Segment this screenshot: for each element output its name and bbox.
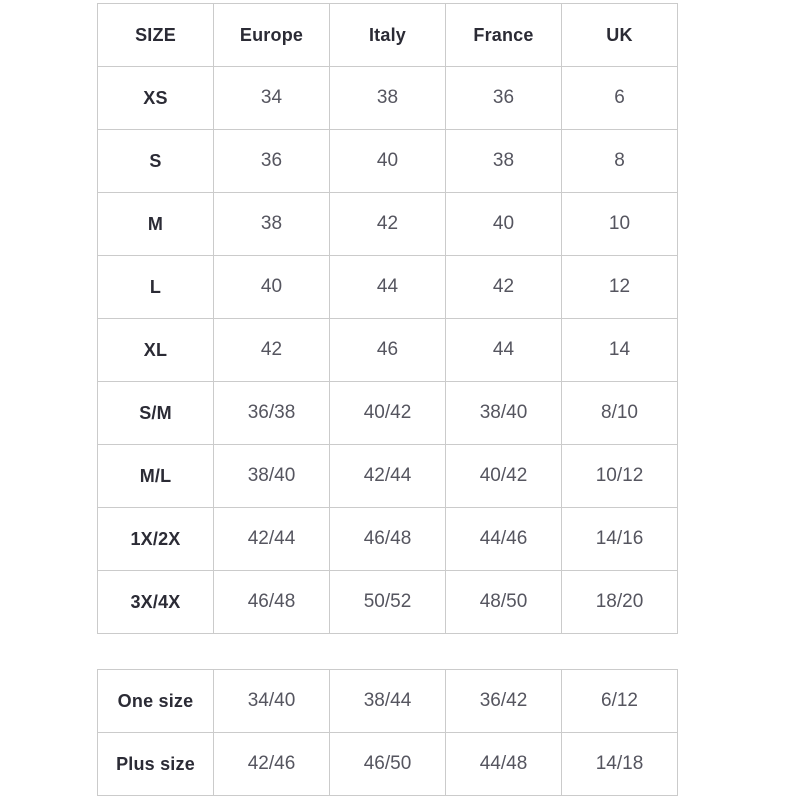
size-value-italy: 46/50 (329, 732, 446, 796)
size-value-italy: 38 (329, 66, 446, 130)
size-value-france: 38 (445, 129, 562, 193)
size-row-3x4x: 3X/4X 46/48 50/52 48/50 18/20 (97, 570, 678, 634)
size-label: XS (97, 66, 214, 130)
size-value-europe: 42 (213, 318, 330, 382)
size-value-uk: 12 (561, 255, 678, 319)
size-value-uk: 14/18 (561, 732, 678, 796)
size-label: XL (97, 318, 214, 382)
size-value-france: 36/42 (445, 669, 562, 733)
size-value-france: 42 (445, 255, 562, 319)
size-value-italy: 44 (329, 255, 446, 319)
size-row-l: L 40 44 42 12 (97, 255, 678, 319)
size-value-uk: 18/20 (561, 570, 678, 634)
size-row-xl: XL 42 46 44 14 (97, 318, 678, 382)
size-value-uk: 10 (561, 192, 678, 256)
size-row-ml: M/L 38/40 42/44 40/42 10/12 (97, 444, 678, 508)
size-value-uk: 8 (561, 129, 678, 193)
size-value-france: 44 (445, 318, 562, 382)
size-value-france: 36 (445, 66, 562, 130)
size-value-italy: 46/48 (329, 507, 446, 571)
column-header-uk: UK (561, 3, 678, 67)
header-row: SIZE Europe Italy France UK (97, 3, 678, 67)
size-value-europe: 42/44 (213, 507, 330, 571)
size-value-europe: 34/40 (213, 669, 330, 733)
size-value-europe: 34 (213, 66, 330, 130)
size-label: 3X/4X (97, 570, 214, 634)
size-value-france: 44/46 (445, 507, 562, 571)
size-label: Plus size (97, 732, 214, 796)
size-label: One size (97, 669, 214, 733)
one-size-row: One size 34/40 38/44 36/42 6/12 (97, 669, 678, 733)
size-value-europe: 36/38 (213, 381, 330, 445)
size-value-uk: 14/16 (561, 507, 678, 571)
size-value-europe: 38 (213, 192, 330, 256)
size-value-italy: 50/52 (329, 570, 446, 634)
size-value-italy: 46 (329, 318, 446, 382)
size-value-italy: 40 (329, 129, 446, 193)
size-value-europe: 36 (213, 129, 330, 193)
size-value-france: 40 (445, 192, 562, 256)
column-header-italy: Italy (329, 3, 446, 67)
column-header-europe: Europe (213, 3, 330, 67)
size-conversion-table: SIZE Europe Italy France UK XS 34 38 36 … (97, 3, 678, 634)
size-value-europe: 38/40 (213, 444, 330, 508)
size-row-xs: XS 34 38 36 6 (97, 66, 678, 130)
plus-size-row: Plus size 42/46 46/50 44/48 14/18 (97, 732, 678, 796)
column-header-france: France (445, 3, 562, 67)
column-header-size: SIZE (97, 3, 214, 67)
size-value-uk: 10/12 (561, 444, 678, 508)
size-value-uk: 14 (561, 318, 678, 382)
size-label: M (97, 192, 214, 256)
size-row-m: M 38 42 40 10 (97, 192, 678, 256)
size-value-france: 48/50 (445, 570, 562, 634)
size-value-italy: 42 (329, 192, 446, 256)
size-value-italy: 38/44 (329, 669, 446, 733)
size-value-europe: 42/46 (213, 732, 330, 796)
size-row-sm: S/M 36/38 40/42 38/40 8/10 (97, 381, 678, 445)
size-row-1x2x: 1X/2X 42/44 46/48 44/46 14/16 (97, 507, 678, 571)
size-label: L (97, 255, 214, 319)
size-value-italy: 40/42 (329, 381, 446, 445)
size-value-uk: 8/10 (561, 381, 678, 445)
size-label: 1X/2X (97, 507, 214, 571)
special-size-table: One size 34/40 38/44 36/42 6/12 Plus siz… (97, 669, 678, 796)
size-value-france: 40/42 (445, 444, 562, 508)
size-label: S (97, 129, 214, 193)
size-label: M/L (97, 444, 214, 508)
size-value-uk: 6/12 (561, 669, 678, 733)
size-value-uk: 6 (561, 66, 678, 130)
size-value-europe: 46/48 (213, 570, 330, 634)
size-value-france: 38/40 (445, 381, 562, 445)
size-label: S/M (97, 381, 214, 445)
size-value-france: 44/48 (445, 732, 562, 796)
size-value-europe: 40 (213, 255, 330, 319)
size-row-s: S 36 40 38 8 (97, 129, 678, 193)
size-value-italy: 42/44 (329, 444, 446, 508)
